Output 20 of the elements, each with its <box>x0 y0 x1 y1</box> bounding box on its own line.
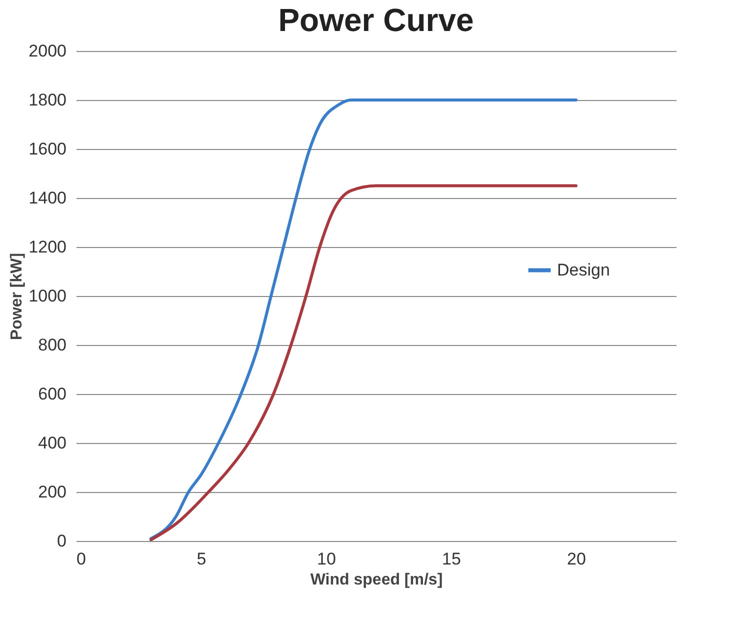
y-tick-label: 200 <box>38 482 66 502</box>
y-tick-label: 1000 <box>28 286 66 306</box>
y-tick-label: 400 <box>38 434 66 452</box>
y-tick-label: 1200 <box>28 238 66 256</box>
x-tick-label: 20 <box>567 550 586 568</box>
y-tick-label: 2000 <box>28 42 66 60</box>
x-tick-label: 0 <box>76 550 86 568</box>
y-axis-title: Power [kW] <box>8 252 26 340</box>
y-tick-label: 800 <box>38 336 66 354</box>
x-tick-label: 5 <box>196 550 206 568</box>
y-tick-label: 1600 <box>28 140 66 158</box>
legend-label: Design <box>557 260 610 280</box>
chart-title: Power Curve <box>278 2 474 38</box>
y-tick-label: 1400 <box>28 188 66 208</box>
y-tick-label: 1800 <box>28 90 66 110</box>
x-axis-title: Wind speed [m/s] <box>310 572 443 588</box>
x-tick-label: 10 <box>317 550 336 568</box>
x-tick-label: 15 <box>442 550 461 568</box>
y-tick-label: 0 <box>57 532 66 550</box>
y-tick-label: 600 <box>38 384 66 404</box>
